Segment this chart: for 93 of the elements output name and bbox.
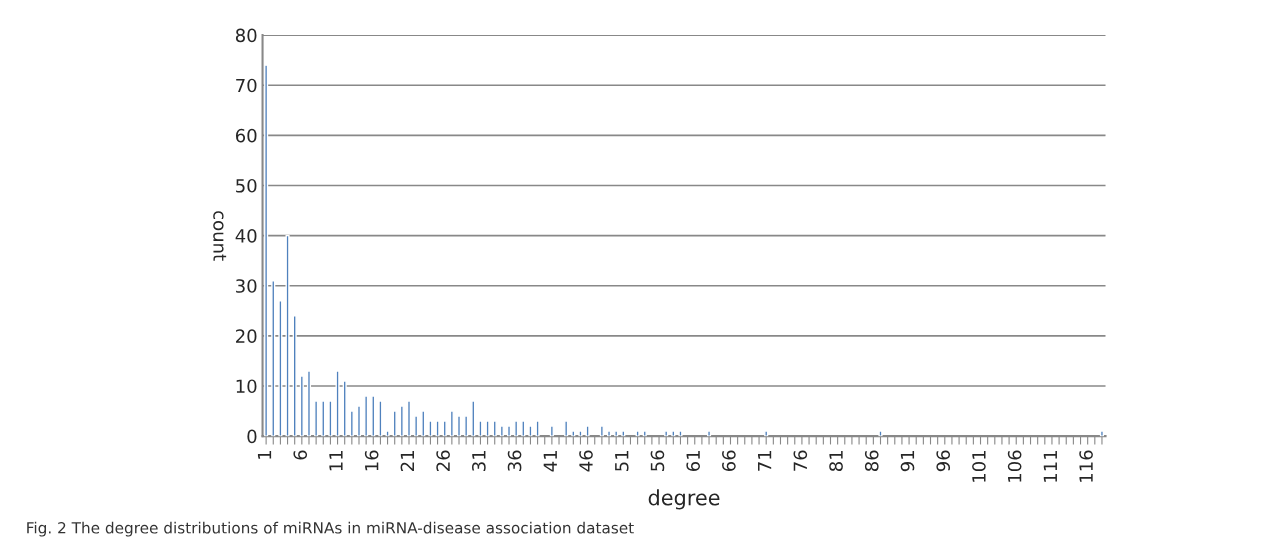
y-tick-label: 30 xyxy=(236,279,257,293)
bar xyxy=(456,415,462,437)
bar xyxy=(285,234,290,437)
y-tick-label: 80 xyxy=(235,28,257,43)
bar xyxy=(642,430,647,437)
bar xyxy=(764,430,769,437)
bar xyxy=(1099,430,1105,437)
x-tick-label: 71 xyxy=(758,450,772,471)
bar xyxy=(342,380,347,437)
bar xyxy=(535,420,540,437)
bar xyxy=(392,410,397,437)
y-tick-label: 50 xyxy=(236,178,257,193)
y-tick-label: 70 xyxy=(236,78,257,93)
bar xyxy=(449,410,454,437)
y-tick-label: 0 xyxy=(247,429,257,444)
x-tick-label: 81 xyxy=(829,450,843,472)
x-tick-label: 86 xyxy=(864,450,879,472)
bar xyxy=(635,430,640,437)
bar xyxy=(706,430,712,437)
bar xyxy=(878,430,883,437)
bar xyxy=(349,410,354,437)
y-tick-label: 40 xyxy=(235,229,257,243)
bar xyxy=(606,430,612,437)
x-tick-label: 56 xyxy=(650,450,665,471)
bar xyxy=(428,420,433,437)
bar xyxy=(478,420,483,437)
bar xyxy=(406,400,412,437)
bar xyxy=(664,430,669,437)
x-tick-label: 11 xyxy=(329,450,343,471)
bar xyxy=(278,300,283,437)
bar xyxy=(571,430,576,437)
x-tick-label: 91 xyxy=(900,450,915,472)
bar xyxy=(485,420,490,437)
bar xyxy=(306,370,312,437)
bar xyxy=(564,420,569,437)
x-tick-label: 61 xyxy=(686,450,700,472)
x-tick-label: 31 xyxy=(472,450,486,471)
bar xyxy=(614,430,619,437)
bar xyxy=(314,400,319,437)
bar xyxy=(528,425,533,437)
bar xyxy=(271,280,276,437)
bar xyxy=(506,425,512,437)
x-tick-label: 1 xyxy=(257,450,272,459)
x-tick-label: 46 xyxy=(579,450,593,472)
bar xyxy=(371,395,376,437)
bar xyxy=(678,430,683,437)
x-tick-label: 51 xyxy=(615,450,629,471)
x-tick-label: 116 xyxy=(1079,450,1093,482)
bar xyxy=(492,420,497,437)
bar xyxy=(442,420,447,437)
bar xyxy=(414,415,419,437)
bar xyxy=(328,400,333,437)
bar xyxy=(264,64,269,437)
x-tick-label: 6 xyxy=(293,450,308,460)
bar xyxy=(356,405,362,437)
bar xyxy=(399,405,404,437)
caption: Fig. 2 The degree distributions of miRNAs in miRNA-disease association dataset xyxy=(27,521,634,537)
bar xyxy=(549,425,554,437)
bar xyxy=(299,375,304,437)
bar xyxy=(621,430,626,437)
x-tick-label: 26 xyxy=(436,450,450,471)
bar xyxy=(364,395,369,437)
bar xyxy=(599,425,604,437)
x-tick-label: 21 xyxy=(400,450,414,471)
bar xyxy=(321,400,326,437)
x-axis-title: degree xyxy=(648,489,720,510)
x-tick-label: 111 xyxy=(1043,450,1057,482)
bar xyxy=(499,425,504,437)
x-tick-label: 66 xyxy=(722,450,736,472)
x-tick-label: 96 xyxy=(936,450,951,472)
x-tick-label: 36 xyxy=(507,450,522,471)
bar xyxy=(521,420,526,437)
bar xyxy=(464,415,469,437)
bar xyxy=(292,315,297,437)
y-axis-title: count xyxy=(213,211,227,261)
bar xyxy=(435,420,440,437)
x-tick-label: 106 xyxy=(1007,450,1022,482)
bar xyxy=(378,400,383,437)
bar xyxy=(585,425,590,437)
bar xyxy=(421,410,426,437)
bar xyxy=(385,430,390,437)
y-tick-label: 60 xyxy=(235,128,257,143)
x-tick-label: 101 xyxy=(972,450,986,482)
x-tick-label: 16 xyxy=(364,450,379,471)
y-tick-label: 10 xyxy=(236,379,257,394)
y-tick-label: 20 xyxy=(236,329,257,343)
x-tick-label: 41 xyxy=(543,450,557,472)
bar xyxy=(578,430,583,437)
bar xyxy=(671,430,676,437)
bar xyxy=(335,370,340,437)
x-tick-label: 76 xyxy=(793,450,808,471)
bar xyxy=(471,400,476,437)
bar xyxy=(514,420,519,437)
